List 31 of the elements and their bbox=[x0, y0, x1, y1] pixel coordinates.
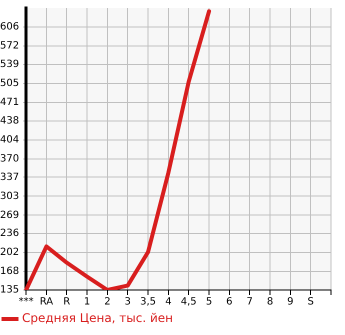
y-tick-label: 202 bbox=[0, 247, 20, 258]
y-tick-label: 539 bbox=[0, 58, 20, 70]
x-tick-label: S bbox=[307, 296, 314, 308]
x-tick-label: 8 bbox=[266, 296, 274, 308]
x-tick-label: 3,5 bbox=[140, 296, 156, 308]
x-tick-label: 5 bbox=[206, 296, 212, 308]
legend-label: Средняя Цена, тыс. йен bbox=[22, 311, 174, 326]
x-tick-label: 2 bbox=[104, 296, 111, 308]
x-tick-label: 1 bbox=[84, 296, 90, 308]
x-tick-label: 4,5 bbox=[180, 296, 197, 308]
y-tick-label: 269 bbox=[0, 210, 20, 221]
y-tick-label: 168 bbox=[0, 266, 20, 278]
y-tick-label: 505 bbox=[0, 78, 20, 89]
y-tick-label: 438 bbox=[0, 115, 20, 126]
y-tick-label: 370 bbox=[0, 153, 20, 164]
x-tick-label: RA bbox=[40, 296, 54, 308]
y-tick-label: 337 bbox=[0, 172, 20, 183]
x-tick-label: *** bbox=[18, 296, 34, 308]
x-tick-label: 9 bbox=[287, 296, 294, 308]
x-tick-label: 7 bbox=[246, 296, 253, 308]
y-tick-label: 404 bbox=[0, 134, 20, 146]
y-tick-label: 471 bbox=[0, 96, 20, 108]
y-tick-label: 236 bbox=[0, 228, 20, 240]
y-tick-label: 606 bbox=[0, 22, 20, 33]
x-tick-label: R bbox=[63, 296, 70, 308]
y-tick-label: 572 bbox=[0, 40, 20, 52]
x-tick-label: 6 bbox=[226, 296, 233, 308]
x-tick-label: 3 bbox=[124, 296, 131, 308]
y-tick-label: 303 bbox=[0, 190, 20, 202]
y-tick-label: 135 bbox=[0, 284, 20, 296]
x-tick-label: 4 bbox=[165, 296, 172, 308]
